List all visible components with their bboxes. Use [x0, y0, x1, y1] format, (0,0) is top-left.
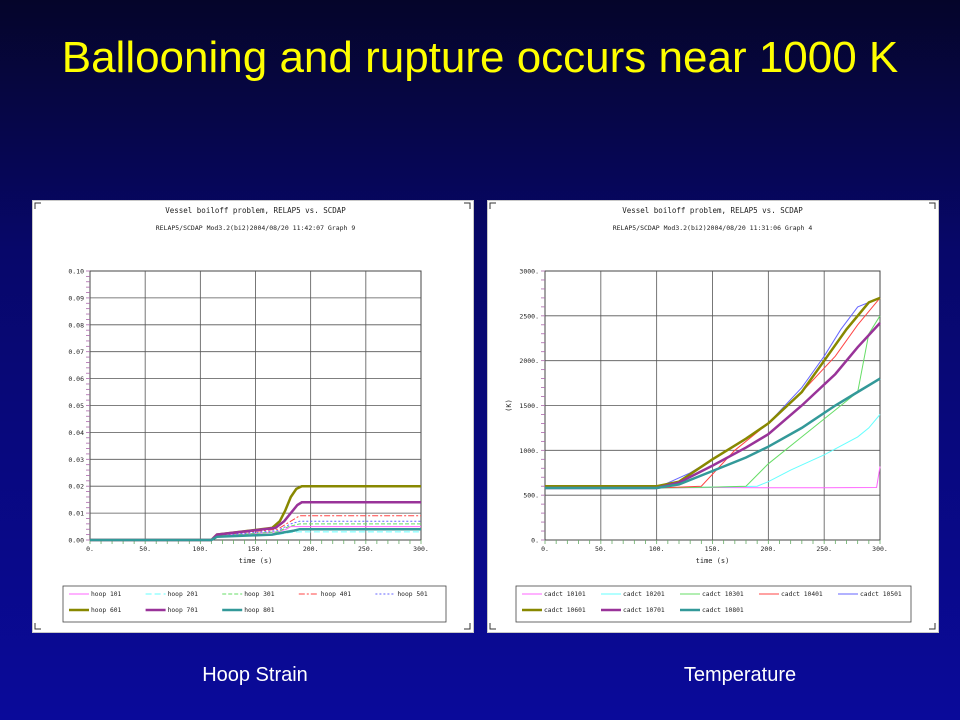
y-tick-label: 0.06	[68, 375, 84, 383]
legend-label: cadct 10401	[781, 591, 823, 598]
y-tick-label: 0.04	[68, 429, 84, 437]
chart-title: Vessel boiloff problem, RELAP5 vs. SCDAP	[165, 206, 346, 215]
x-tick-label: 0.	[541, 545, 549, 553]
legend-label: hoop 601	[91, 607, 122, 614]
x-tick-label: 100.	[649, 545, 665, 553]
legend-label: cadct 10201	[623, 591, 665, 598]
legend-label: cadct 10601	[544, 607, 586, 614]
x-tick-label: 250.	[816, 545, 832, 553]
chart-subtitle: RELAP5/SCDAP Mod3.2(bi2)2004/08/20 11:42…	[156, 224, 356, 232]
corner-mark	[489, 623, 496, 630]
y-tick-label: 0.03	[68, 456, 84, 464]
y-tick-label: 2000.	[519, 357, 539, 365]
legend-label: hoop 801	[244, 607, 275, 614]
slide-title: Ballooning and rupture occurs near 1000 …	[61, 33, 899, 82]
x-tick-label: 200.	[303, 545, 319, 553]
hoop-strain-chart: Vessel boiloff problem, RELAP5 vs. SCDAP…	[34, 202, 471, 630]
x-tick-label: 250.	[358, 545, 374, 553]
x-axis-label: time (s)	[696, 557, 730, 565]
chart-subtitle: RELAP5/SCDAP Mod3.2(bi2)2004/08/20 11:31…	[613, 224, 813, 232]
x-tick-label: 0.	[86, 545, 94, 553]
y-tick-label: 0.07	[68, 348, 84, 356]
series-line	[545, 297, 881, 489]
y-tick-label: 0.05	[68, 402, 84, 410]
legend-label: hoop 301	[244, 591, 275, 598]
y-tick-label: 0.09	[68, 294, 84, 302]
corner-mark	[464, 202, 471, 209]
legend-label: hoop 201	[168, 591, 199, 598]
temperature-caption: Temperature	[683, 664, 797, 686]
legend-label: cadct 10801	[702, 607, 744, 614]
legend-label: cadct 10301	[702, 591, 744, 598]
x-tick-label: 100.	[193, 545, 209, 553]
y-tick-label: 0.00	[68, 537, 84, 545]
y-tick-label: 0.08	[68, 321, 84, 329]
corner-mark	[489, 202, 496, 209]
x-axis-label: time (s)	[239, 557, 273, 565]
hoop-strain-caption: Hoop Strain	[202, 664, 308, 686]
x-tick-label: 50.	[595, 545, 607, 553]
legend-label: hoop 701	[168, 607, 199, 614]
series-line	[90, 527, 421, 542]
x-tick-label: 150.	[705, 545, 721, 553]
y-tick-label: 500.	[523, 492, 539, 500]
legend-label: cadct 10101	[544, 591, 586, 598]
y-axis-label: (K)	[505, 399, 513, 412]
legend-label: cadct 10701	[623, 607, 665, 614]
y-tick-label: 0.01	[68, 510, 84, 518]
y-tick-label: 3000.	[519, 268, 539, 276]
x-tick-label: 50.	[139, 545, 151, 553]
temperature-chart-panel: Vessel boiloff problem, RELAP5 vs. SCDAP…	[487, 200, 939, 633]
x-tick-label: 300.	[872, 545, 888, 553]
legend-box	[62, 585, 447, 623]
corner-mark	[929, 623, 936, 630]
temperature-chart: Vessel boiloff problem, RELAP5 vs. SCDAP…	[489, 202, 936, 630]
hoop-strain-chart-panel: Vessel boiloff problem, RELAP5 vs. SCDAP…	[32, 200, 474, 633]
y-tick-label: 0.02	[68, 483, 84, 491]
y-tick-label: 0.10	[68, 268, 84, 276]
series-line	[545, 377, 881, 490]
legend-box	[515, 585, 912, 623]
corner-mark	[34, 623, 41, 630]
legend-label: hoop 101	[91, 591, 122, 598]
series-line	[545, 315, 881, 489]
corner-mark	[34, 202, 41, 209]
y-tick-label: 0.	[531, 537, 539, 545]
y-tick-label: 2500.	[519, 312, 539, 320]
legend-label: hoop 401	[321, 591, 352, 598]
x-tick-label: 200.	[761, 545, 777, 553]
legend-label: cadct 10501	[860, 591, 902, 598]
chart-title: Vessel boiloff problem, RELAP5 vs. SCDAP	[622, 206, 803, 215]
y-tick-label: 1000.	[519, 447, 539, 455]
legend-label: hoop 501	[397, 591, 428, 598]
y-tick-label: 1500.	[519, 402, 539, 410]
corner-mark	[929, 202, 936, 209]
x-tick-label: 300.	[413, 545, 429, 553]
x-tick-label: 150.	[248, 545, 264, 553]
corner-mark	[464, 623, 471, 630]
